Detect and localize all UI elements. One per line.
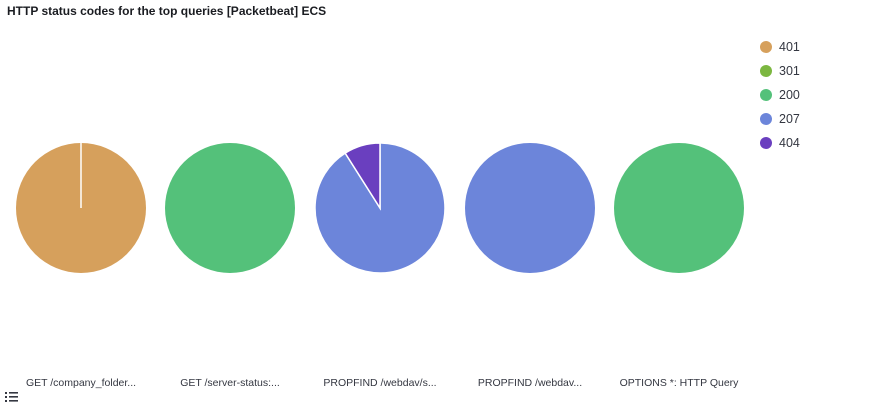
panel-title: HTTP status codes for the top queries [P… xyxy=(7,4,327,18)
legend-label: 301 xyxy=(779,64,800,78)
pie-label: PROPFIND /webdav... xyxy=(478,377,582,389)
pie-3 xyxy=(314,142,446,274)
pie-slice-200[interactable] xyxy=(614,143,744,273)
legend-swatch xyxy=(760,41,772,53)
pie-slice-404[interactable] xyxy=(344,142,381,211)
list-icon[interactable] xyxy=(2,389,20,405)
pie-slice-200[interactable] xyxy=(165,143,295,273)
pie-label: GET /company_folder... xyxy=(26,377,136,389)
legend-swatch xyxy=(760,113,772,125)
legend-item-207[interactable]: 207 xyxy=(760,107,870,131)
legend: 401 301 200 207 404 xyxy=(760,35,870,155)
legend-item-404[interactable]: 404 xyxy=(760,131,870,155)
pie-2 xyxy=(165,143,295,273)
legend-item-200[interactable]: 200 xyxy=(760,83,870,107)
legend-label: 404 xyxy=(779,136,800,150)
legend-item-401[interactable]: 401 xyxy=(760,35,870,59)
pie-label: GET /server-status:... xyxy=(180,377,280,389)
pie-5 xyxy=(614,143,744,273)
legend-swatch xyxy=(760,65,772,77)
legend-item-301[interactable]: 301 xyxy=(760,59,870,83)
pie-label: PROPFIND /webdav/s... xyxy=(323,377,436,389)
pie-1 xyxy=(16,143,146,273)
pie-slice-207[interactable] xyxy=(465,143,595,273)
pie-4 xyxy=(465,143,595,273)
legend-label: 207 xyxy=(779,112,800,126)
legend-swatch xyxy=(760,89,772,101)
legend-label: 200 xyxy=(779,88,800,102)
pie-label: OPTIONS *: HTTP Query xyxy=(620,377,740,389)
legend-swatch xyxy=(760,137,772,149)
legend-label: 401 xyxy=(779,40,800,54)
